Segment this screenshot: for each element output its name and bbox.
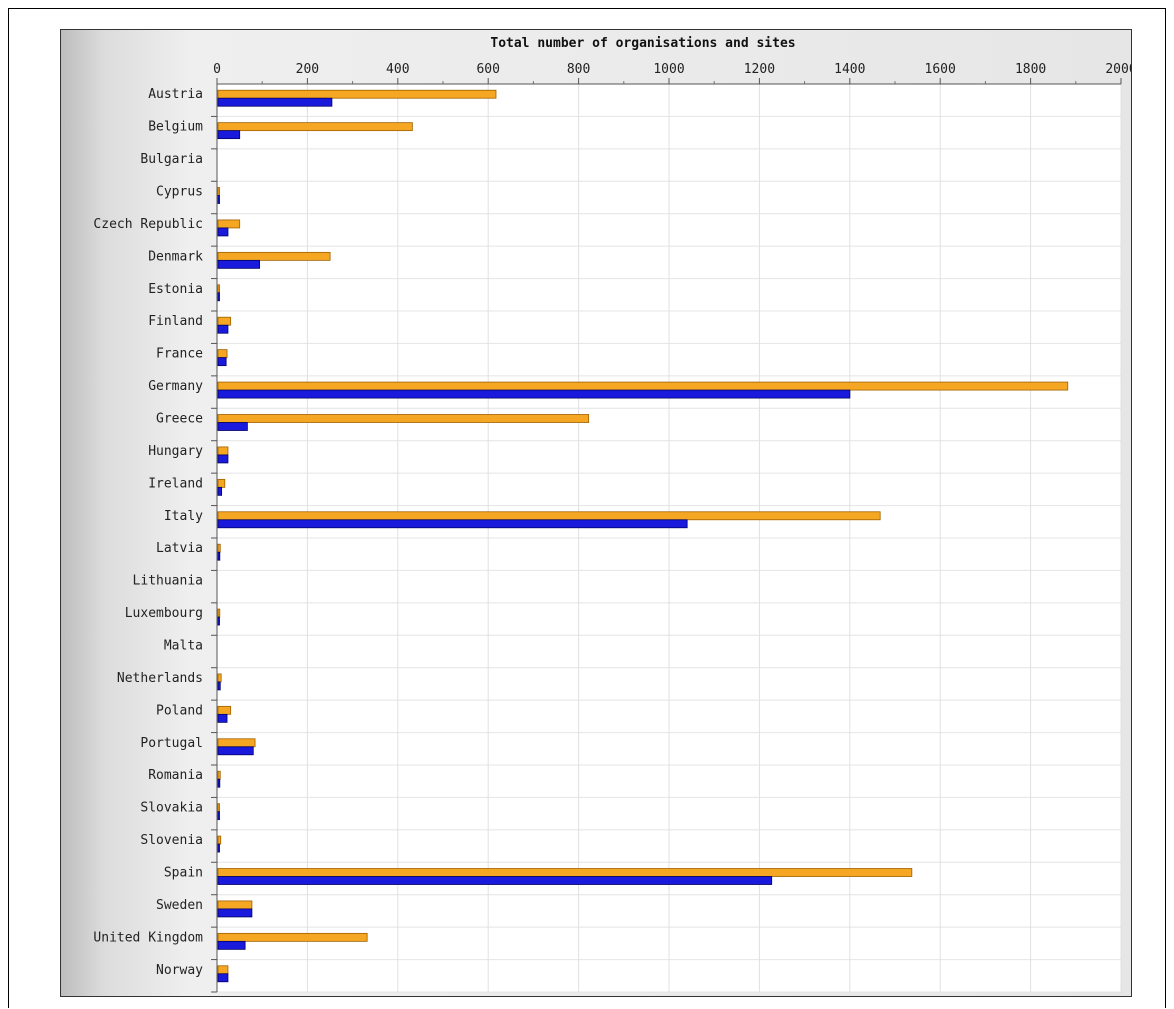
bar-blue: [217, 746, 254, 756]
category-label: Bulgaria: [140, 152, 203, 167]
bar-blue: [217, 778, 221, 788]
category-label: Slovakia: [140, 801, 203, 816]
category-label: Greece: [156, 412, 203, 427]
category-label: Ireland: [148, 476, 203, 491]
bar-blue: [217, 130, 241, 140]
bar-orange: [217, 284, 220, 294]
x-tick-label: 0: [213, 62, 221, 77]
x-tick-label: 1200: [744, 62, 775, 77]
bar-blue: [217, 389, 851, 399]
bar-blue: [217, 940, 246, 950]
chart-panel: Total number of organisations and sites …: [60, 29, 1132, 997]
category-label: United Kingdom: [93, 930, 203, 945]
bar-orange: [217, 738, 256, 748]
category-label: Luxembourg: [125, 606, 203, 621]
category-label: Norway: [156, 963, 203, 978]
bar-blue: [217, 681, 221, 691]
bar-orange: [217, 868, 913, 877]
bar-blue: [217, 195, 220, 204]
chart-frame: Total number of organisations and sites …: [8, 8, 1166, 1008]
category-label: Lithuania: [133, 574, 203, 589]
bar-orange: [217, 835, 222, 845]
bar-orange: [217, 965, 229, 975]
bar-blue: [217, 357, 227, 367]
bar-blue: [217, 811, 220, 821]
x-tick-label: 1800: [1015, 62, 1046, 77]
x-tick-label: 400: [386, 62, 409, 77]
category-label: France: [156, 347, 203, 362]
bar-blue: [217, 292, 220, 302]
bar-blue: [217, 454, 229, 464]
category-label: Cyprus: [156, 185, 203, 200]
bar-blue: [217, 973, 229, 983]
bar-orange: [217, 446, 229, 456]
bar-orange: [217, 349, 228, 359]
bar-orange: [217, 511, 881, 521]
category-label: Portugal: [140, 736, 203, 751]
bar-orange: [217, 122, 413, 132]
bar-orange: [217, 89, 497, 99]
category-label: Denmark: [148, 249, 203, 264]
bar-blue: [217, 908, 253, 918]
bar-orange: [217, 478, 226, 488]
x-tick-label: 800: [567, 62, 590, 77]
chart-title: Total number of organisations and sites: [490, 36, 795, 51]
x-tick-label: 1400: [834, 62, 865, 77]
category-label: Belgium: [148, 120, 203, 135]
bar-blue: [217, 324, 229, 334]
category-label: Slovenia: [140, 833, 203, 848]
bars: [216, 83, 1121, 992]
bar-orange: [217, 414, 590, 423]
bar-orange: [217, 705, 232, 715]
bar-orange: [217, 251, 331, 261]
bar-orange: [217, 932, 368, 942]
bar-blue: [217, 422, 248, 431]
category-label: Sweden: [156, 898, 203, 913]
category-label: Germany: [148, 379, 203, 394]
bar-blue: [217, 551, 221, 561]
bar-blue: [217, 97, 333, 107]
category-label: Austria: [148, 87, 203, 102]
bar-blue: [217, 227, 229, 237]
bar-orange: [217, 803, 220, 813]
category-labels: Austria Belgium Bulgaria Cyprus Czech Republ…: [93, 87, 217, 993]
category-label: Latvia: [156, 541, 203, 556]
bar-orange: [217, 770, 221, 780]
x-tick-label: 600: [476, 62, 499, 77]
category-label: Czech Republic: [93, 217, 203, 232]
bar-blue: [217, 876, 773, 885]
bar-orange: [217, 187, 220, 196]
bar-orange: [217, 900, 253, 910]
category-label: Italy: [164, 509, 203, 524]
x-tick-label: 2000: [1105, 62, 1131, 77]
category-label: Estonia: [148, 282, 203, 297]
category-label: Poland: [156, 703, 203, 718]
bar-orange: [217, 219, 241, 229]
x-tick-label: 1000: [653, 62, 684, 77]
category-label: Netherlands: [117, 671, 203, 686]
bar-blue: [217, 616, 220, 626]
category-label: Malta: [164, 639, 203, 654]
bar-chart: Total number of organisations and sites …: [93, 36, 1131, 993]
bar-orange: [217, 608, 221, 618]
bar-blue: [217, 259, 260, 269]
category-label: Spain: [164, 866, 203, 881]
category-label: Finland: [148, 314, 203, 329]
bar-blue: [217, 486, 223, 496]
bar-orange: [217, 316, 232, 326]
bar-blue: [217, 519, 688, 529]
category-label: Hungary: [148, 444, 203, 459]
bar-blue: [217, 843, 220, 853]
bar-blue: [217, 713, 228, 723]
x-axis-ticks: 0 200 400 600 800 1000 1200 1400 1600 1800 2000: [213, 62, 1131, 84]
x-tick-label: 1600: [925, 62, 956, 77]
x-tick-label: 200: [296, 62, 319, 77]
category-label: Romania: [148, 768, 203, 783]
bar-orange: [217, 673, 222, 683]
bar-orange: [217, 381, 1069, 391]
bar-orange: [217, 543, 221, 553]
